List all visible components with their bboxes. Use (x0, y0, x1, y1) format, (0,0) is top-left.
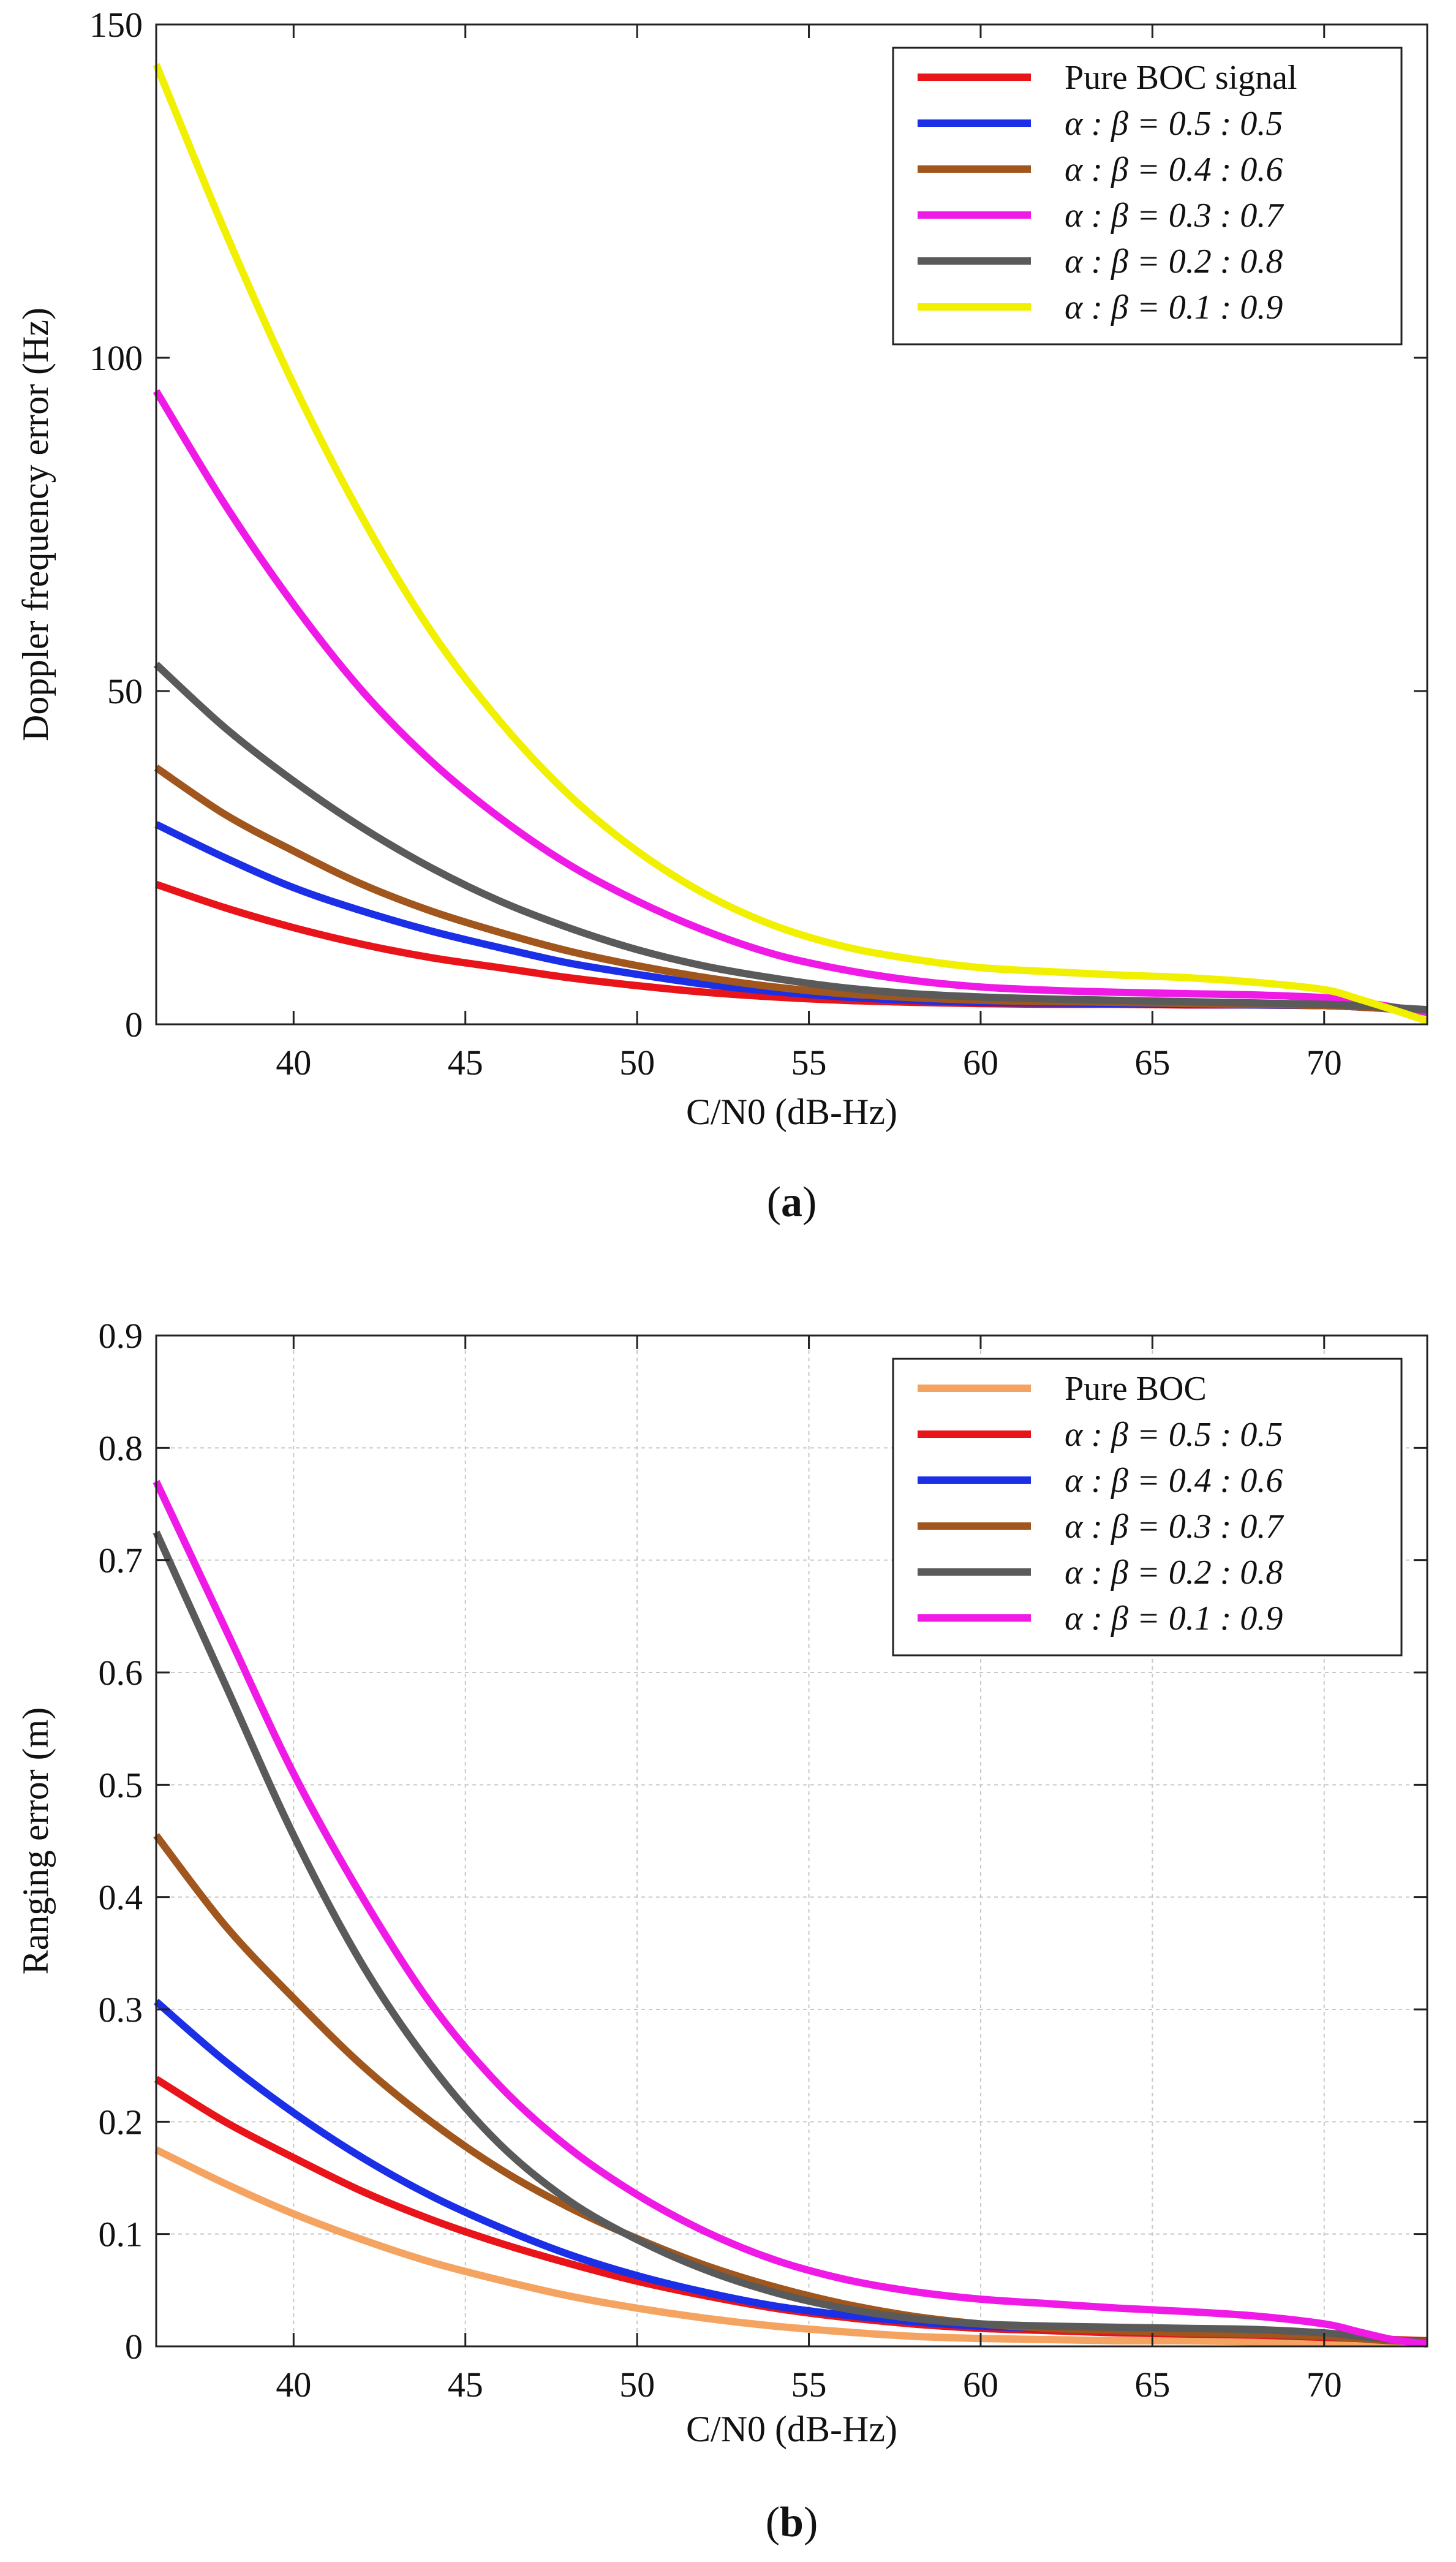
y-tick-label: 0.4 (99, 1878, 143, 1918)
legend-label-5: α : β = 0.2 : 0.8 (1065, 243, 1283, 281)
panel-a: 40 45 50 55 60 65 70 0 50 100 150 C/N0 (dB-Hz) Doppl… (15, 5, 1428, 1226)
panel-caption: (b) (766, 2499, 818, 2546)
x-tick-label: 60 (963, 1043, 998, 1083)
x-tick-label: 45 (448, 2365, 483, 2405)
series-line-4 (153, 389, 1428, 1016)
legend-label-2: α : β = 0.5 : 0.5 (1065, 1416, 1283, 1454)
caption-letter: b (780, 2499, 804, 2546)
y-tick-label: 0.3 (99, 1990, 143, 2030)
x-tick-label: 40 (276, 1043, 311, 1083)
legend-label-5: α : β = 0.2 : 0.8 (1065, 1554, 1283, 1592)
y-tick-label: 0.9 (99, 1316, 143, 1356)
legend-label-4: α : β = 0.3 : 0.7 (1065, 1508, 1284, 1546)
plot-frame (155, 23, 1428, 1026)
legend-label-1: Pure BOC (1065, 1370, 1207, 1408)
y-tick-label: 0.5 (99, 1765, 143, 1805)
legend-label-3: α : β = 0.4 : 0.6 (1065, 1462, 1283, 1500)
series-group (153, 1479, 1428, 2348)
y-tick-label: 0.2 (99, 2102, 143, 2142)
legend-label-2: α : β = 0.5 : 0.5 (1065, 105, 1283, 143)
x-tick-label: 50 (619, 1043, 655, 1083)
y-axis-label: Ranging error (m) (15, 1707, 56, 1975)
x-tick-label: 70 (1307, 1043, 1342, 1083)
legend: Pure BOC signal α : β = 0.5 : 0.5 α : β = … (892, 47, 1403, 346)
y-tick-label: 0.1 (99, 2215, 143, 2254)
legend-label-4: α : β = 0.3 : 0.7 (1065, 197, 1284, 235)
ticks: 40 45 50 55 60 65 70 0 0.1 0.2 0.3 0.4 0.5 0.6 0.7 0.8 0… (99, 1316, 1427, 2405)
series-line-5 (153, 1530, 1428, 2347)
series-line-3 (154, 765, 1428, 1016)
plot-frame (155, 1334, 1428, 2348)
y-tick-label: 50 (107, 671, 143, 711)
y-tick-label: 0 (125, 1005, 143, 1045)
legend-label-6: α : β = 0.1 : 0.9 (1065, 289, 1283, 327)
y-tick-label: 0.8 (99, 1428, 143, 1468)
series-line-5 (153, 662, 1428, 1014)
legend-label-6: α : β = 0.1 : 0.9 (1065, 1600, 1283, 1638)
caption-close: ) (804, 2499, 818, 2546)
y-tick-label: 0.7 (99, 1541, 143, 1581)
y-tick-label: 0 (125, 2327, 143, 2367)
x-tick-label: 65 (1134, 2365, 1170, 2405)
caption-letter: a (781, 1179, 802, 1226)
caption-open: ( (767, 1179, 781, 1226)
series-line-6 (153, 62, 1428, 1025)
y-axis-label: Doppler frequency error (Hz) (15, 308, 56, 741)
series-line-2 (154, 2076, 1428, 2345)
legend-box (892, 1358, 1403, 1657)
x-tick-label: 40 (276, 2365, 311, 2405)
x-tick-label: 45 (448, 1043, 483, 1083)
caption-open: ( (766, 2499, 780, 2546)
x-tick-label: 55 (791, 1043, 827, 1083)
y-tick-label: 0.6 (99, 1653, 143, 1693)
x-axis-label: C/N0 (dB-Hz) (686, 2409, 897, 2449)
panel-caption: (a) (767, 1179, 817, 1226)
x-tick-label: 50 (619, 2365, 655, 2405)
y-tick-label: 100 (89, 338, 143, 378)
legend-label-1: Pure BOC signal (1065, 59, 1297, 97)
x-tick-label: 55 (791, 2365, 827, 2405)
ticks: 40 45 50 55 60 65 70 0 50 100 150 (89, 5, 1427, 1083)
x-tick-label: 70 (1307, 2365, 1342, 2405)
legend-label-3: α : β = 0.4 : 0.6 (1065, 151, 1283, 189)
legend: Pure BOC α : β = 0.5 : 0.5 α : β = 0.4 : 0… (892, 1358, 1403, 1657)
series-line-6 (153, 1479, 1428, 2348)
x-tick-label: 65 (1134, 1043, 1170, 1083)
series-group (153, 62, 1428, 1025)
x-axis-label: C/N0 (dB-Hz) (686, 1092, 897, 1132)
x-tick-label: 60 (963, 2365, 998, 2405)
y-tick-label: 150 (89, 5, 143, 45)
series-line-1 (154, 2146, 1427, 2346)
legend-box (892, 47, 1403, 346)
caption-close: ) (802, 1179, 817, 1226)
panel-b: 40 45 50 55 60 65 70 0 0.1 0.2 0.3 0.4 0.5 0.6 0.7 0.8 0… (15, 1316, 1428, 2546)
series-line-4 (153, 1833, 1428, 2346)
